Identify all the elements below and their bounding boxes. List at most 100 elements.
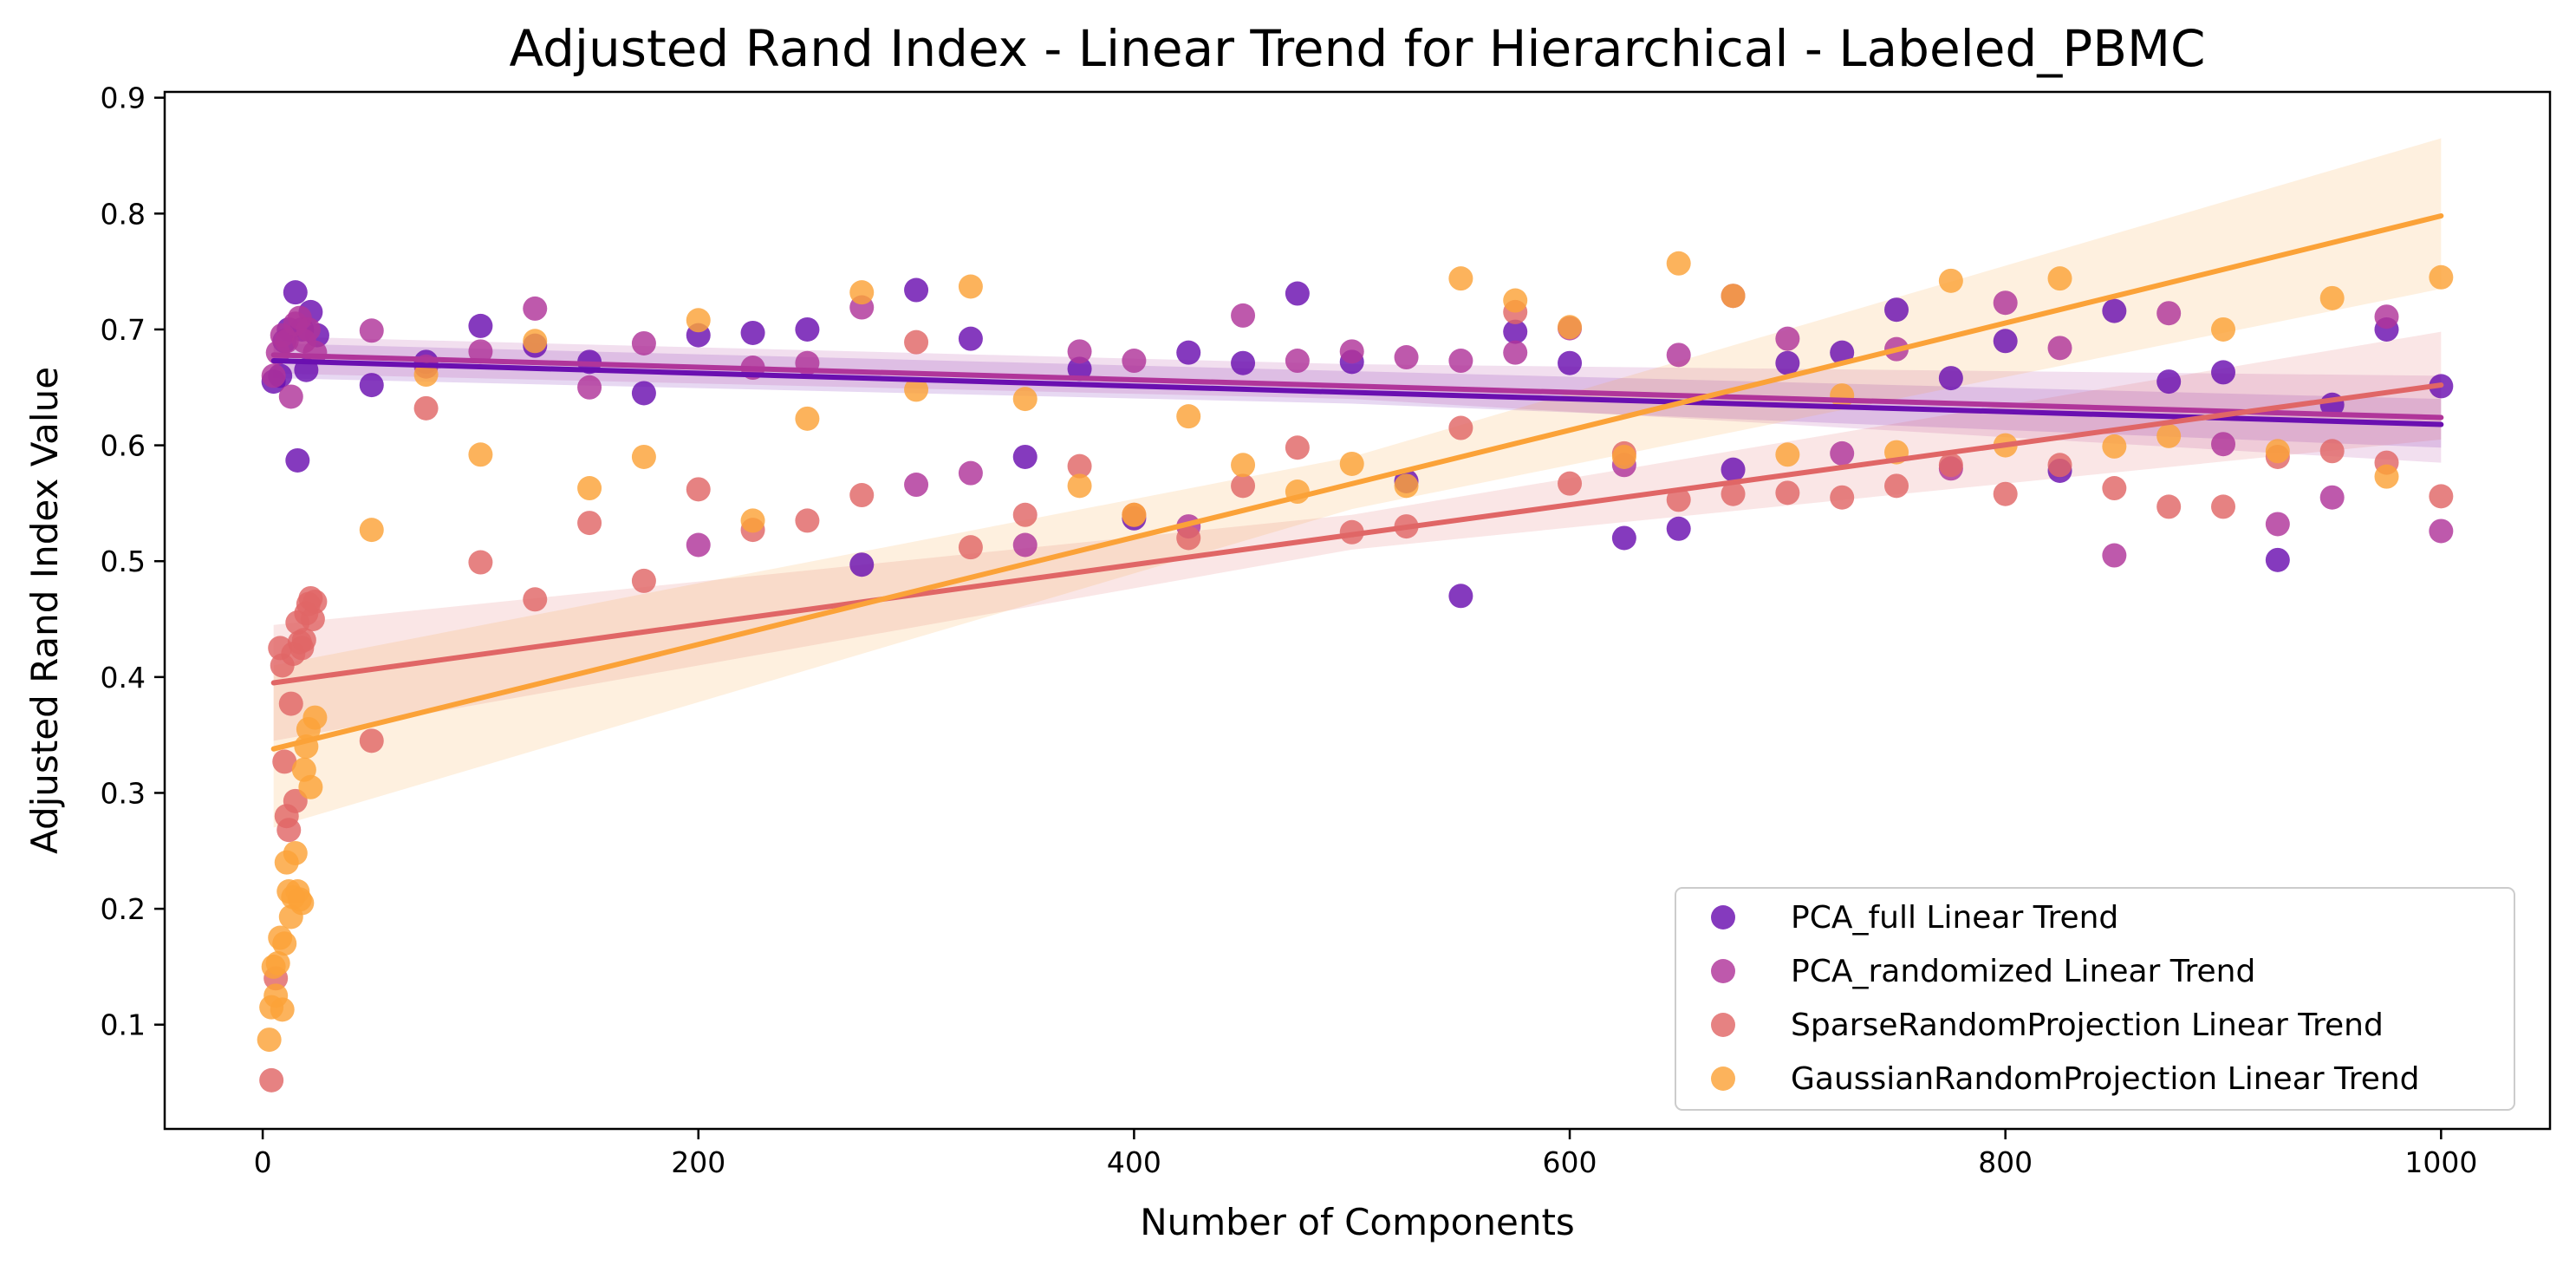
data-point	[1558, 315, 1583, 340]
x-tick-label: 200	[671, 1145, 725, 1179]
y-tick-label: 0.6	[101, 429, 146, 463]
data-point	[1231, 303, 1256, 328]
legend-marker	[1711, 959, 1735, 983]
data-point	[2156, 369, 2182, 395]
legend-marker	[1711, 1013, 1735, 1037]
x-tick-label: 0	[254, 1145, 272, 1179]
data-point	[1830, 383, 1855, 408]
chart-title: Adjusted Rand Index - Linear Trend for H…	[509, 19, 2205, 78]
data-point	[1938, 268, 1963, 293]
data-point	[257, 1027, 282, 1053]
data-point	[468, 442, 493, 467]
data-point	[2156, 423, 2182, 448]
data-point	[1830, 340, 1855, 365]
data-point	[1339, 339, 1364, 364]
data-point	[1884, 473, 1909, 499]
y-tick-label: 0.9	[101, 82, 146, 115]
data-point	[2102, 434, 2127, 459]
data-point	[1012, 444, 1038, 469]
data-point	[904, 377, 929, 402]
data-point	[278, 691, 303, 716]
data-point	[1775, 350, 1800, 375]
data-point	[2211, 316, 2236, 342]
data-point	[272, 931, 297, 956]
legend-label: PCA_full Linear Trend	[1791, 900, 2118, 936]
data-point	[1394, 473, 1419, 499]
data-point	[1176, 404, 1201, 429]
data-point	[2047, 266, 2072, 291]
data-point	[296, 316, 321, 342]
data-point	[1666, 487, 1691, 512]
data-point	[849, 483, 875, 508]
trend-line	[270, 382, 2444, 686]
data-point	[577, 476, 602, 501]
data-point	[359, 318, 384, 343]
trend-line	[270, 358, 2444, 427]
data-point	[2211, 360, 2236, 385]
data-point	[2319, 285, 2345, 310]
data-point	[849, 552, 875, 577]
data-point	[795, 316, 820, 342]
data-point	[1721, 481, 1746, 506]
data-point	[1503, 288, 1528, 313]
data-point	[795, 508, 820, 533]
data-point	[577, 375, 602, 400]
data-point	[1067, 356, 1092, 382]
data-point	[1775, 442, 1800, 467]
x-tick-label: 1000	[2404, 1145, 2477, 1179]
legend-marker	[1711, 1067, 1735, 1091]
data-point	[2429, 519, 2454, 544]
data-point	[1993, 481, 2018, 506]
data-point	[283, 840, 308, 865]
data-point	[1993, 290, 2018, 316]
data-point	[1012, 502, 1038, 527]
data-point	[631, 444, 656, 469]
data-point	[1176, 525, 1201, 551]
data-point	[1666, 342, 1691, 368]
trend-line	[270, 212, 2444, 752]
data-point	[958, 460, 983, 486]
data-point	[270, 997, 295, 1022]
data-point	[1067, 339, 1092, 364]
data-point	[1285, 281, 1310, 306]
x-axis-label: Number of Components	[1140, 1201, 1575, 1243]
data-point	[1503, 340, 1528, 365]
data-point	[1067, 453, 1092, 479]
legend-label: GaussianRandomProjection Linear Trend	[1791, 1061, 2420, 1097]
data-point	[2429, 484, 2454, 509]
data-point	[577, 511, 602, 536]
data-point	[468, 339, 493, 364]
data-point	[1830, 485, 1855, 510]
data-point	[278, 384, 303, 409]
y-tick-label: 0.3	[101, 776, 146, 810]
data-point	[1122, 349, 1147, 374]
data-point	[1285, 435, 1310, 460]
data-point	[1231, 473, 1256, 499]
plot-frame	[163, 90, 2552, 1131]
data-point	[261, 363, 286, 388]
data-point	[272, 749, 297, 774]
data-point	[904, 277, 929, 303]
y-tick-label: 0.7	[101, 313, 146, 347]
legend-frame	[1675, 887, 2515, 1111]
data-point	[740, 320, 765, 345]
data-point	[958, 326, 983, 351]
data-point	[1012, 387, 1038, 412]
data-point	[1775, 480, 1800, 506]
data-point	[359, 728, 384, 753]
data-point	[1611, 525, 1636, 551]
data-point	[2374, 304, 2399, 329]
data-point	[958, 535, 983, 560]
plot-area	[257, 138, 2454, 1093]
data-point	[1884, 297, 1909, 323]
data-point	[259, 1067, 284, 1093]
data-point	[631, 568, 656, 593]
data-point	[1285, 349, 1310, 374]
data-point	[1067, 473, 1092, 499]
data-point	[2047, 453, 2072, 478]
data-point	[359, 518, 384, 543]
data-point	[2156, 301, 2182, 326]
data-point	[631, 330, 656, 356]
data-point	[291, 628, 316, 653]
